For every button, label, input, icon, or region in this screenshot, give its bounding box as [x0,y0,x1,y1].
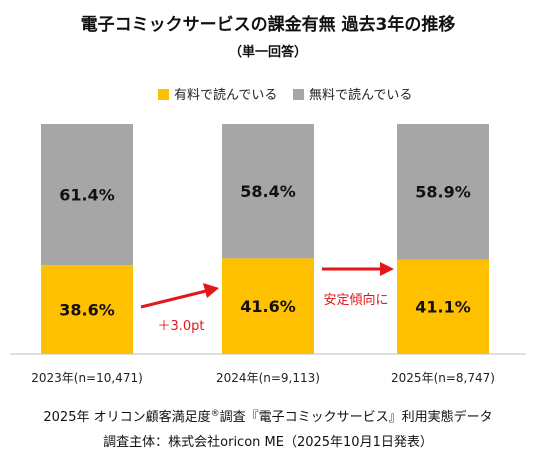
annotation-increase-label: ＋3.0pt [157,319,204,334]
chart-subtitle: （単一回答） [229,44,307,60]
legend-swatch-free [293,89,304,100]
legend-label-paid: 有料で読んでいる [174,87,277,103]
category-label-2: 2024年(n=9,113) [216,371,320,385]
footer-line1: 2025年 オリコン顧客満足度®調査『電子コミックサービス』利用実態データ [43,409,492,425]
annotation-stable-arrow-head [380,262,394,276]
bar-free-3 [397,124,489,260]
bar-paid-1 [41,265,133,354]
legend-label-free: 無料で読んでいる [309,87,412,103]
data-label-free-1: 61.4% [59,186,115,205]
data-label-free-2: 58.4% [240,182,296,201]
annotation-stable: 安定傾向に [322,262,394,308]
annotation-increase: ＋3.0pt [140,283,219,334]
bar-paid-3 [397,259,489,354]
legend-swatch-paid [158,89,169,100]
data-label-free-3: 58.9% [415,183,471,202]
data-label-paid-2: 41.6% [240,297,296,316]
legend: 有料で読んでいる 無料で読んでいる [158,87,412,103]
bar-labels: 38.6% 61.4% 41.6% 58.4% 41.1% 58.9% [59,182,471,319]
annotation-stable-label: 安定傾向に [323,292,388,308]
category-label-3: 2025年(n=8,747) [391,371,495,385]
footer-line2: 調査主体：株式会社oricon ME（2025年10月1日発表） [103,434,433,450]
data-label-paid-3: 41.1% [415,298,471,317]
category-label-1: 2023年(n=10,471) [31,371,143,385]
annotation-increase-arrow-shaft [140,289,207,309]
bar-free-1 [41,124,133,266]
bar-paid-2 [222,258,314,354]
data-label-paid-1: 38.6% [59,301,115,320]
bar-free-2 [222,124,314,259]
category-labels: 2023年(n=10,471) 2024年(n=9,113) 2025年(n=8,7… [31,371,495,385]
annotation-increase-arrow-head [203,283,219,298]
chart-title: 電子コミックサービスの課金有無 過去3年の推移 [81,14,456,35]
bars [41,124,489,354]
